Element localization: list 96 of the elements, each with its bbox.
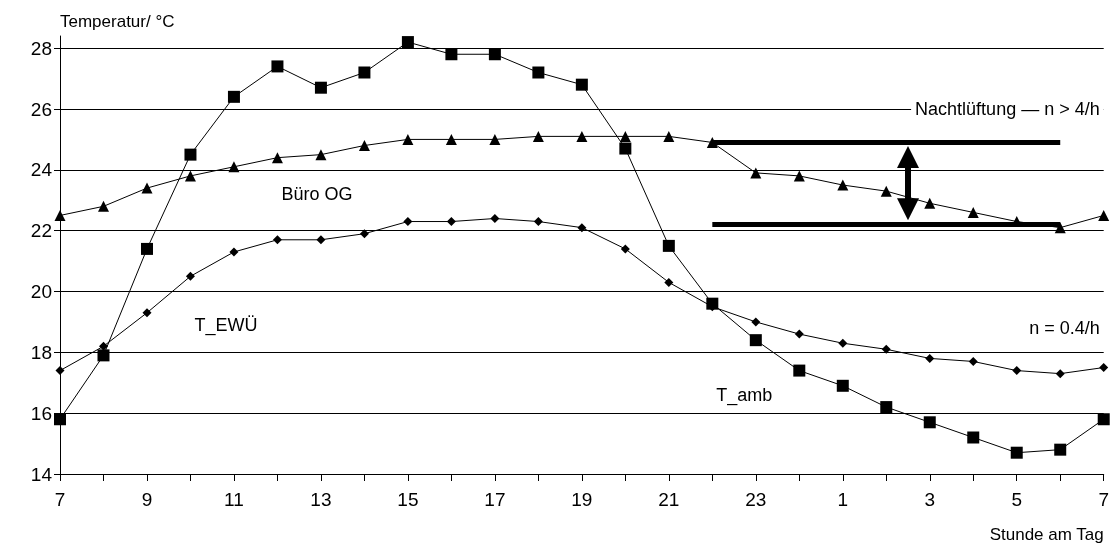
annotation: T_amb [716, 384, 773, 406]
annotation: Nachtlüftung — n > 4/h [915, 99, 1100, 119]
point [229, 247, 239, 257]
x-tick-label: 13 [310, 489, 332, 510]
point [968, 356, 978, 366]
point [140, 242, 153, 255]
point [142, 308, 152, 318]
point [836, 379, 849, 392]
point [445, 133, 457, 145]
y-tick-label: 26 [30, 98, 52, 120]
point [533, 217, 543, 227]
point [184, 148, 197, 161]
point [359, 229, 369, 239]
point [880, 401, 893, 414]
point [751, 317, 761, 327]
point [141, 182, 153, 194]
x-tick-label: 3 [924, 489, 936, 510]
x-tick-label: 21 [658, 489, 680, 510]
x-tick-label: 9 [141, 489, 153, 510]
point [749, 334, 762, 347]
y-tick-label: 16 [30, 402, 52, 424]
point [98, 341, 108, 351]
point [97, 200, 109, 212]
point [1012, 366, 1022, 376]
point [358, 66, 371, 79]
y-tick-label: 18 [30, 341, 52, 363]
point [314, 81, 327, 94]
y-tick-label: 20 [30, 281, 52, 302]
point [1054, 443, 1067, 456]
x-tick-label: 17 [484, 489, 506, 510]
point [577, 223, 587, 233]
point [488, 48, 501, 61]
point [54, 413, 66, 426]
point [924, 197, 936, 209]
point [1097, 413, 1110, 426]
point [663, 130, 675, 142]
point [532, 130, 544, 142]
x-tick-label: 1 [837, 489, 849, 510]
point [793, 170, 805, 182]
point [490, 214, 500, 223]
annotation: T_EWÜ [194, 314, 258, 336]
point [358, 140, 370, 151]
point [967, 206, 979, 218]
point [403, 217, 413, 227]
point [837, 179, 849, 191]
y-tick-label: 24 [30, 159, 53, 181]
point [706, 136, 718, 148]
point [662, 239, 675, 252]
point [1055, 369, 1065, 379]
x-tick-label: 15 [397, 489, 419, 510]
point [402, 133, 414, 145]
point [316, 235, 326, 245]
point [315, 149, 327, 161]
x-tick-label: 7 [54, 489, 66, 510]
point [271, 60, 284, 73]
point [1010, 446, 1023, 459]
point [575, 78, 588, 91]
point [1098, 209, 1110, 221]
y-tick-label: 14 [30, 463, 53, 485]
point [793, 364, 806, 377]
point [619, 130, 631, 142]
y-tick-label: 22 [30, 220, 52, 242]
point [794, 329, 804, 339]
point [446, 217, 456, 227]
point [967, 431, 980, 444]
point [184, 170, 196, 182]
point [401, 36, 414, 49]
x-tick-label: 23 [745, 489, 767, 510]
x-axis-title: Stunde am Tag [989, 525, 1104, 544]
point [620, 244, 630, 254]
point [1099, 363, 1109, 373]
y-axis-title: Temperatur/ °C [60, 12, 175, 31]
annotation: Büro OG [281, 184, 353, 205]
point [664, 277, 674, 287]
x-tick-label: 11 [224, 489, 244, 510]
point [838, 338, 848, 348]
point [489, 133, 501, 145]
point [445, 48, 458, 61]
point [923, 416, 936, 429]
point [576, 130, 588, 142]
x-tick-label: 19 [571, 489, 593, 510]
y-tick-label: 28 [30, 37, 52, 59]
point [532, 66, 545, 79]
point [272, 235, 282, 245]
point [925, 353, 935, 363]
point [619, 142, 632, 155]
point [880, 185, 892, 197]
point [881, 344, 891, 354]
point [54, 209, 66, 221]
point [55, 366, 65, 376]
x-tick-label: 5 [1011, 489, 1023, 510]
point [185, 271, 195, 281]
x-tick-label: 7 [1098, 489, 1110, 510]
annotation: n = 0.4/h [1029, 318, 1100, 338]
point [271, 152, 283, 164]
point [227, 90, 240, 103]
